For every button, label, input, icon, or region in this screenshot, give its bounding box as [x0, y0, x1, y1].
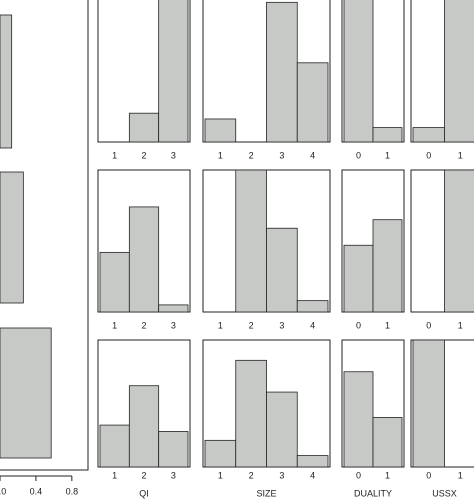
bar	[372, 127, 403, 143]
x-tick-label: 3	[279, 320, 284, 330]
bar	[0, 327, 52, 459]
bar	[99, 424, 130, 468]
panel-box	[0, 0, 89, 471]
x-tick-label: 0	[356, 150, 361, 160]
x-tick-label: 1	[218, 470, 223, 480]
bar	[412, 127, 445, 143]
x-axis-title: USSX	[432, 488, 457, 498]
x-tick-label: 2	[141, 470, 146, 480]
bar	[296, 300, 329, 313]
bar	[204, 118, 237, 143]
x-tick-label: 0	[426, 320, 431, 330]
bar	[444, 169, 474, 313]
x-tick-label: 4	[310, 320, 315, 330]
x-tick-label: 2	[249, 470, 254, 480]
bar	[266, 1, 298, 143]
x-tick-label: 3	[171, 320, 176, 330]
bar	[444, 0, 474, 143]
bar	[0, 171, 24, 304]
x-tick-label: 3	[279, 150, 284, 160]
x-tick-label: 1	[112, 150, 117, 160]
x-tick-label: 1	[112, 320, 117, 330]
x-tick-label: 4	[310, 470, 315, 480]
x-tick-label: 0	[426, 150, 431, 160]
bar	[204, 439, 237, 468]
x-tick-label: 3	[279, 470, 284, 480]
bar	[158, 304, 189, 313]
bar	[343, 371, 374, 468]
x-tick-label: 1	[385, 150, 390, 160]
x-axis-title: QI	[139, 488, 149, 498]
bar	[128, 112, 160, 143]
x-tick-label: 2	[249, 320, 254, 330]
x-tick-label: 0.4	[30, 486, 43, 496]
bar	[158, 431, 189, 468]
bar	[158, 0, 189, 143]
x-tick-label: 1	[385, 320, 390, 330]
x-tick-label: 1	[458, 150, 463, 160]
x-tick-label: 1	[458, 470, 463, 480]
bar	[128, 206, 160, 313]
bar	[235, 169, 267, 313]
x-tick-label: 0.8	[66, 486, 79, 496]
x-tick-label: 1	[458, 320, 463, 330]
bar	[343, 244, 374, 313]
x-tick-label: 0.0	[0, 486, 6, 496]
x-tick-label: 3	[171, 470, 176, 480]
x-tick-label: 4	[310, 150, 315, 160]
x-axis-title: DUALITY	[354, 488, 392, 498]
bar	[266, 227, 298, 313]
bar	[372, 219, 403, 313]
x-tick-label: 1	[218, 150, 223, 160]
bar	[235, 359, 267, 468]
x-tick-label: 3	[171, 150, 176, 160]
x-tick-label: 1	[385, 470, 390, 480]
x-tick-label: 2	[141, 320, 146, 330]
bar	[0, 14, 13, 149]
x-tick-label: 0	[356, 470, 361, 480]
x-axis-title: SIZE	[256, 488, 276, 498]
bar	[412, 339, 445, 468]
x-tick-label: 1	[218, 320, 223, 330]
x-tick-label: 0	[356, 320, 361, 330]
bar	[99, 251, 130, 313]
bar	[343, 0, 374, 143]
bar	[296, 62, 329, 143]
bar	[128, 385, 160, 468]
bar	[266, 391, 298, 468]
x-tick-label: 2	[249, 150, 254, 160]
x-tick-label: 2	[141, 150, 146, 160]
x-tick-label: 1	[112, 470, 117, 480]
x-tick-label: 0	[426, 470, 431, 480]
bar	[296, 455, 329, 468]
bar	[372, 417, 403, 468]
